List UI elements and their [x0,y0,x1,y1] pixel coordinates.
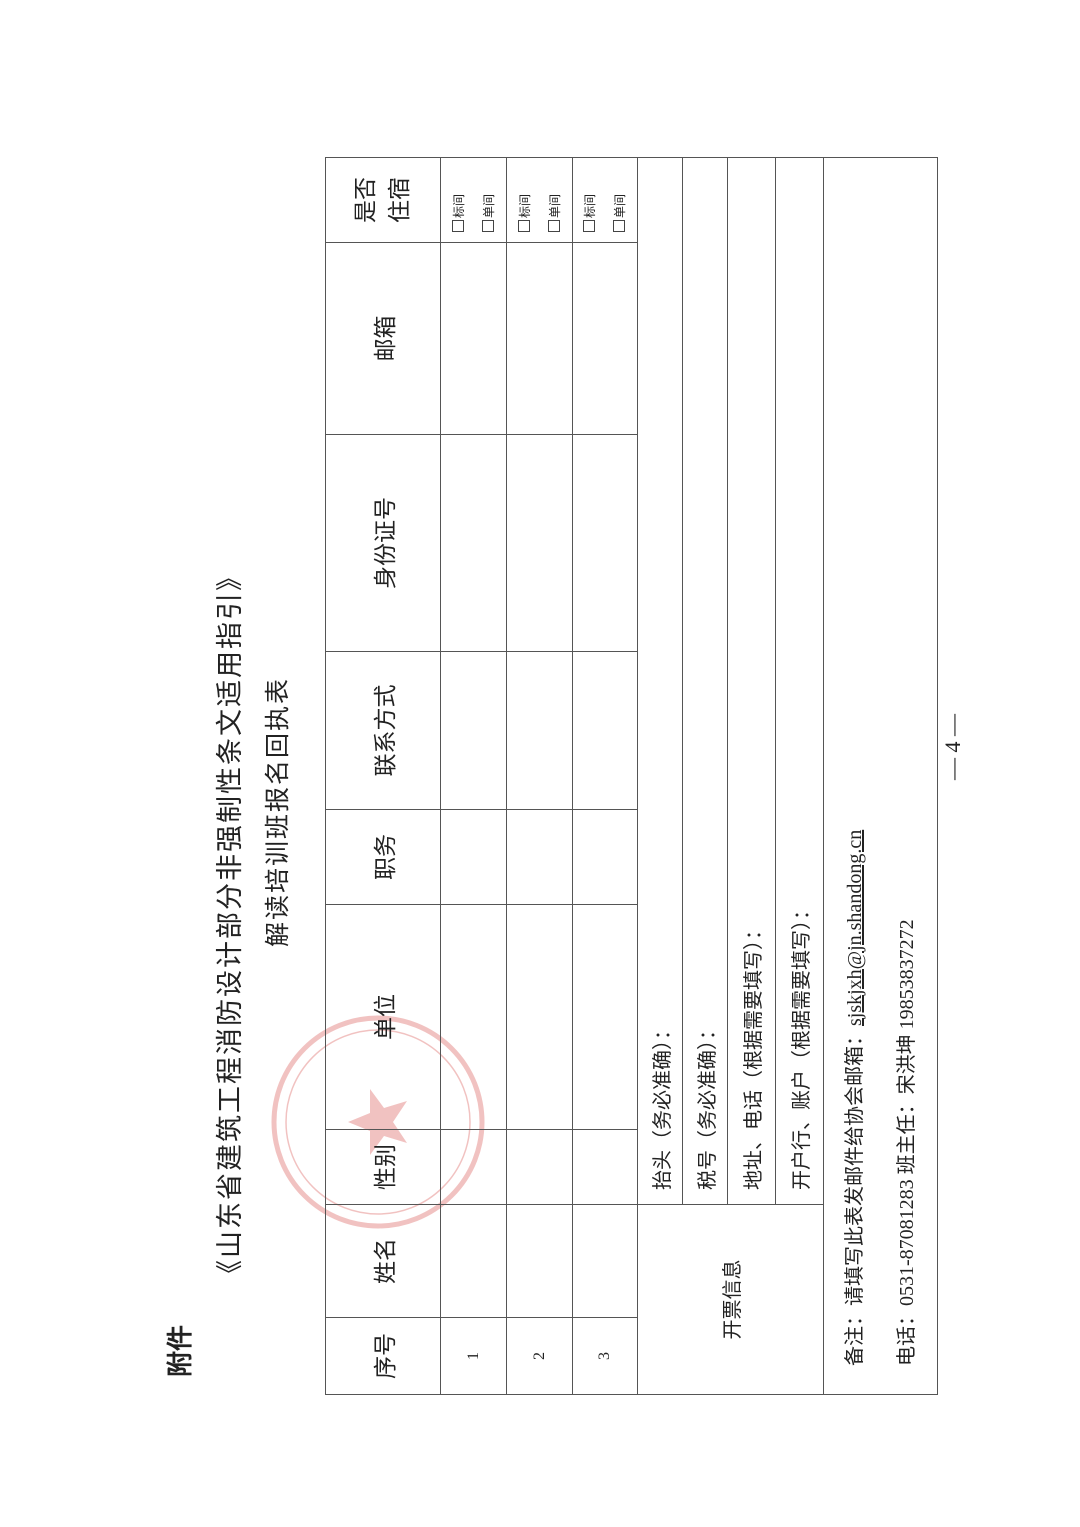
accommodation-cell: 标间 单间 [506,157,573,243]
contact-cell[interactable] [572,651,638,810]
notes-cell: 备注：请填写此表发邮件给协会邮箱：sjskjxh@jn.shandong.cn … [823,157,938,1395]
row-index: 2 [506,1317,573,1395]
option-single-room[interactable]: 单间 [605,158,635,232]
checkbox[interactable] [613,220,625,232]
header-contact: 联系方式 [325,651,441,810]
registration-table: 序号 姓名 性别 单位 职务 联系方式 身份证号 邮箱 是否 住宿 1 标间 单… [325,157,938,1395]
header-name: 姓名 [325,1204,441,1318]
option-single-room[interactable]: 单间 [474,158,504,232]
header-gender: 性别 [325,1129,441,1205]
contact-cell[interactable] [506,651,573,810]
header-accommodation: 是否 住宿 [325,157,441,243]
document-title: 《山东省建筑工程消防设计部分非强制性条文适用指引》 [215,562,245,1287]
checkbox[interactable] [517,220,530,232]
email-cell[interactable] [506,242,573,435]
position-cell[interactable] [572,809,638,905]
checkbox[interactable] [451,220,464,232]
name-cell[interactable] [572,1204,638,1318]
id-number-cell[interactable] [506,434,573,652]
position-cell[interactable] [440,809,507,905]
document-subtitle: 解读培训班报名回执表 [265,677,292,948]
option-standard-room[interactable]: 标间 [510,158,540,232]
invoice-address-phone-field[interactable]: 地址、电话（根据需要填写）： [727,157,776,1205]
name-cell[interactable] [440,1204,507,1318]
checkbox[interactable] [583,220,595,232]
page-number: — 4 — [940,714,965,780]
gender-cell[interactable] [440,1129,507,1205]
email-cell[interactable] [440,242,507,435]
remark-line: 备注：请填写此表发邮件给协会邮箱：sjskjxh@jn.shandong.cn [843,829,866,1366]
row-index: 1 [440,1317,507,1395]
checkbox[interactable] [547,220,560,232]
contact-cell[interactable] [440,651,507,810]
invoice-tax-id-field[interactable]: 税号（务必准确）： [682,157,728,1205]
header-organization: 单位 [325,904,441,1130]
gender-cell[interactable] [572,1129,638,1205]
email-cell[interactable] [572,242,638,435]
header-position: 职务 [325,809,441,905]
id-number-cell[interactable] [440,434,507,652]
table-row: 2 标间 单间 [506,157,573,1395]
table-row: 1 标间 单间 [440,157,507,1395]
row-index: 3 [572,1317,638,1395]
gender-cell[interactable] [506,1129,573,1205]
option-single-room[interactable]: 单间 [540,158,570,232]
phone-line: 电话：0531-87081283 班主任：宋洪坤 19853837272 [895,919,918,1366]
position-cell[interactable] [506,809,573,905]
official-seal [271,1015,485,1229]
organization-cell[interactable] [506,904,573,1130]
option-standard-room[interactable]: 标间 [575,158,605,232]
invoice-title-field[interactable]: 抬头（务必准确）： [637,157,683,1205]
name-cell[interactable] [506,1204,573,1318]
header-row: 序号 姓名 性别 单位 职务 联系方式 身份证号 邮箱 是否 住宿 [325,157,441,1395]
checkbox[interactable] [481,220,494,232]
accommodation-cell: 标间 单间 [572,157,638,243]
invoice-bank-account-field[interactable]: 开户行、账户（根据需要填写）： [775,157,824,1205]
organization-cell[interactable] [572,904,638,1130]
id-number-cell[interactable] [572,434,638,652]
header-email: 邮箱 [325,242,441,435]
header-index: 序号 [325,1317,441,1395]
table-row: 3 标间 单间 [572,157,638,1395]
option-standard-room[interactable]: 标间 [444,158,474,232]
invoice-row: 开票信息 抬头（务必准确）： [637,157,824,1395]
notes-row: 备注：请填写此表发邮件给协会邮箱：sjskjxh@jn.shandong.cn … [823,157,938,1395]
invoice-label: 开票信息 [637,1204,824,1395]
organization-cell[interactable] [440,904,507,1130]
contact-email-link[interactable]: sjskjxh@jn.shandong.cn [843,829,866,1026]
accommodation-cell: 标间 单间 [440,157,507,243]
attachment-label: 附件 [166,1324,196,1377]
header-id-number: 身份证号 [325,434,441,652]
